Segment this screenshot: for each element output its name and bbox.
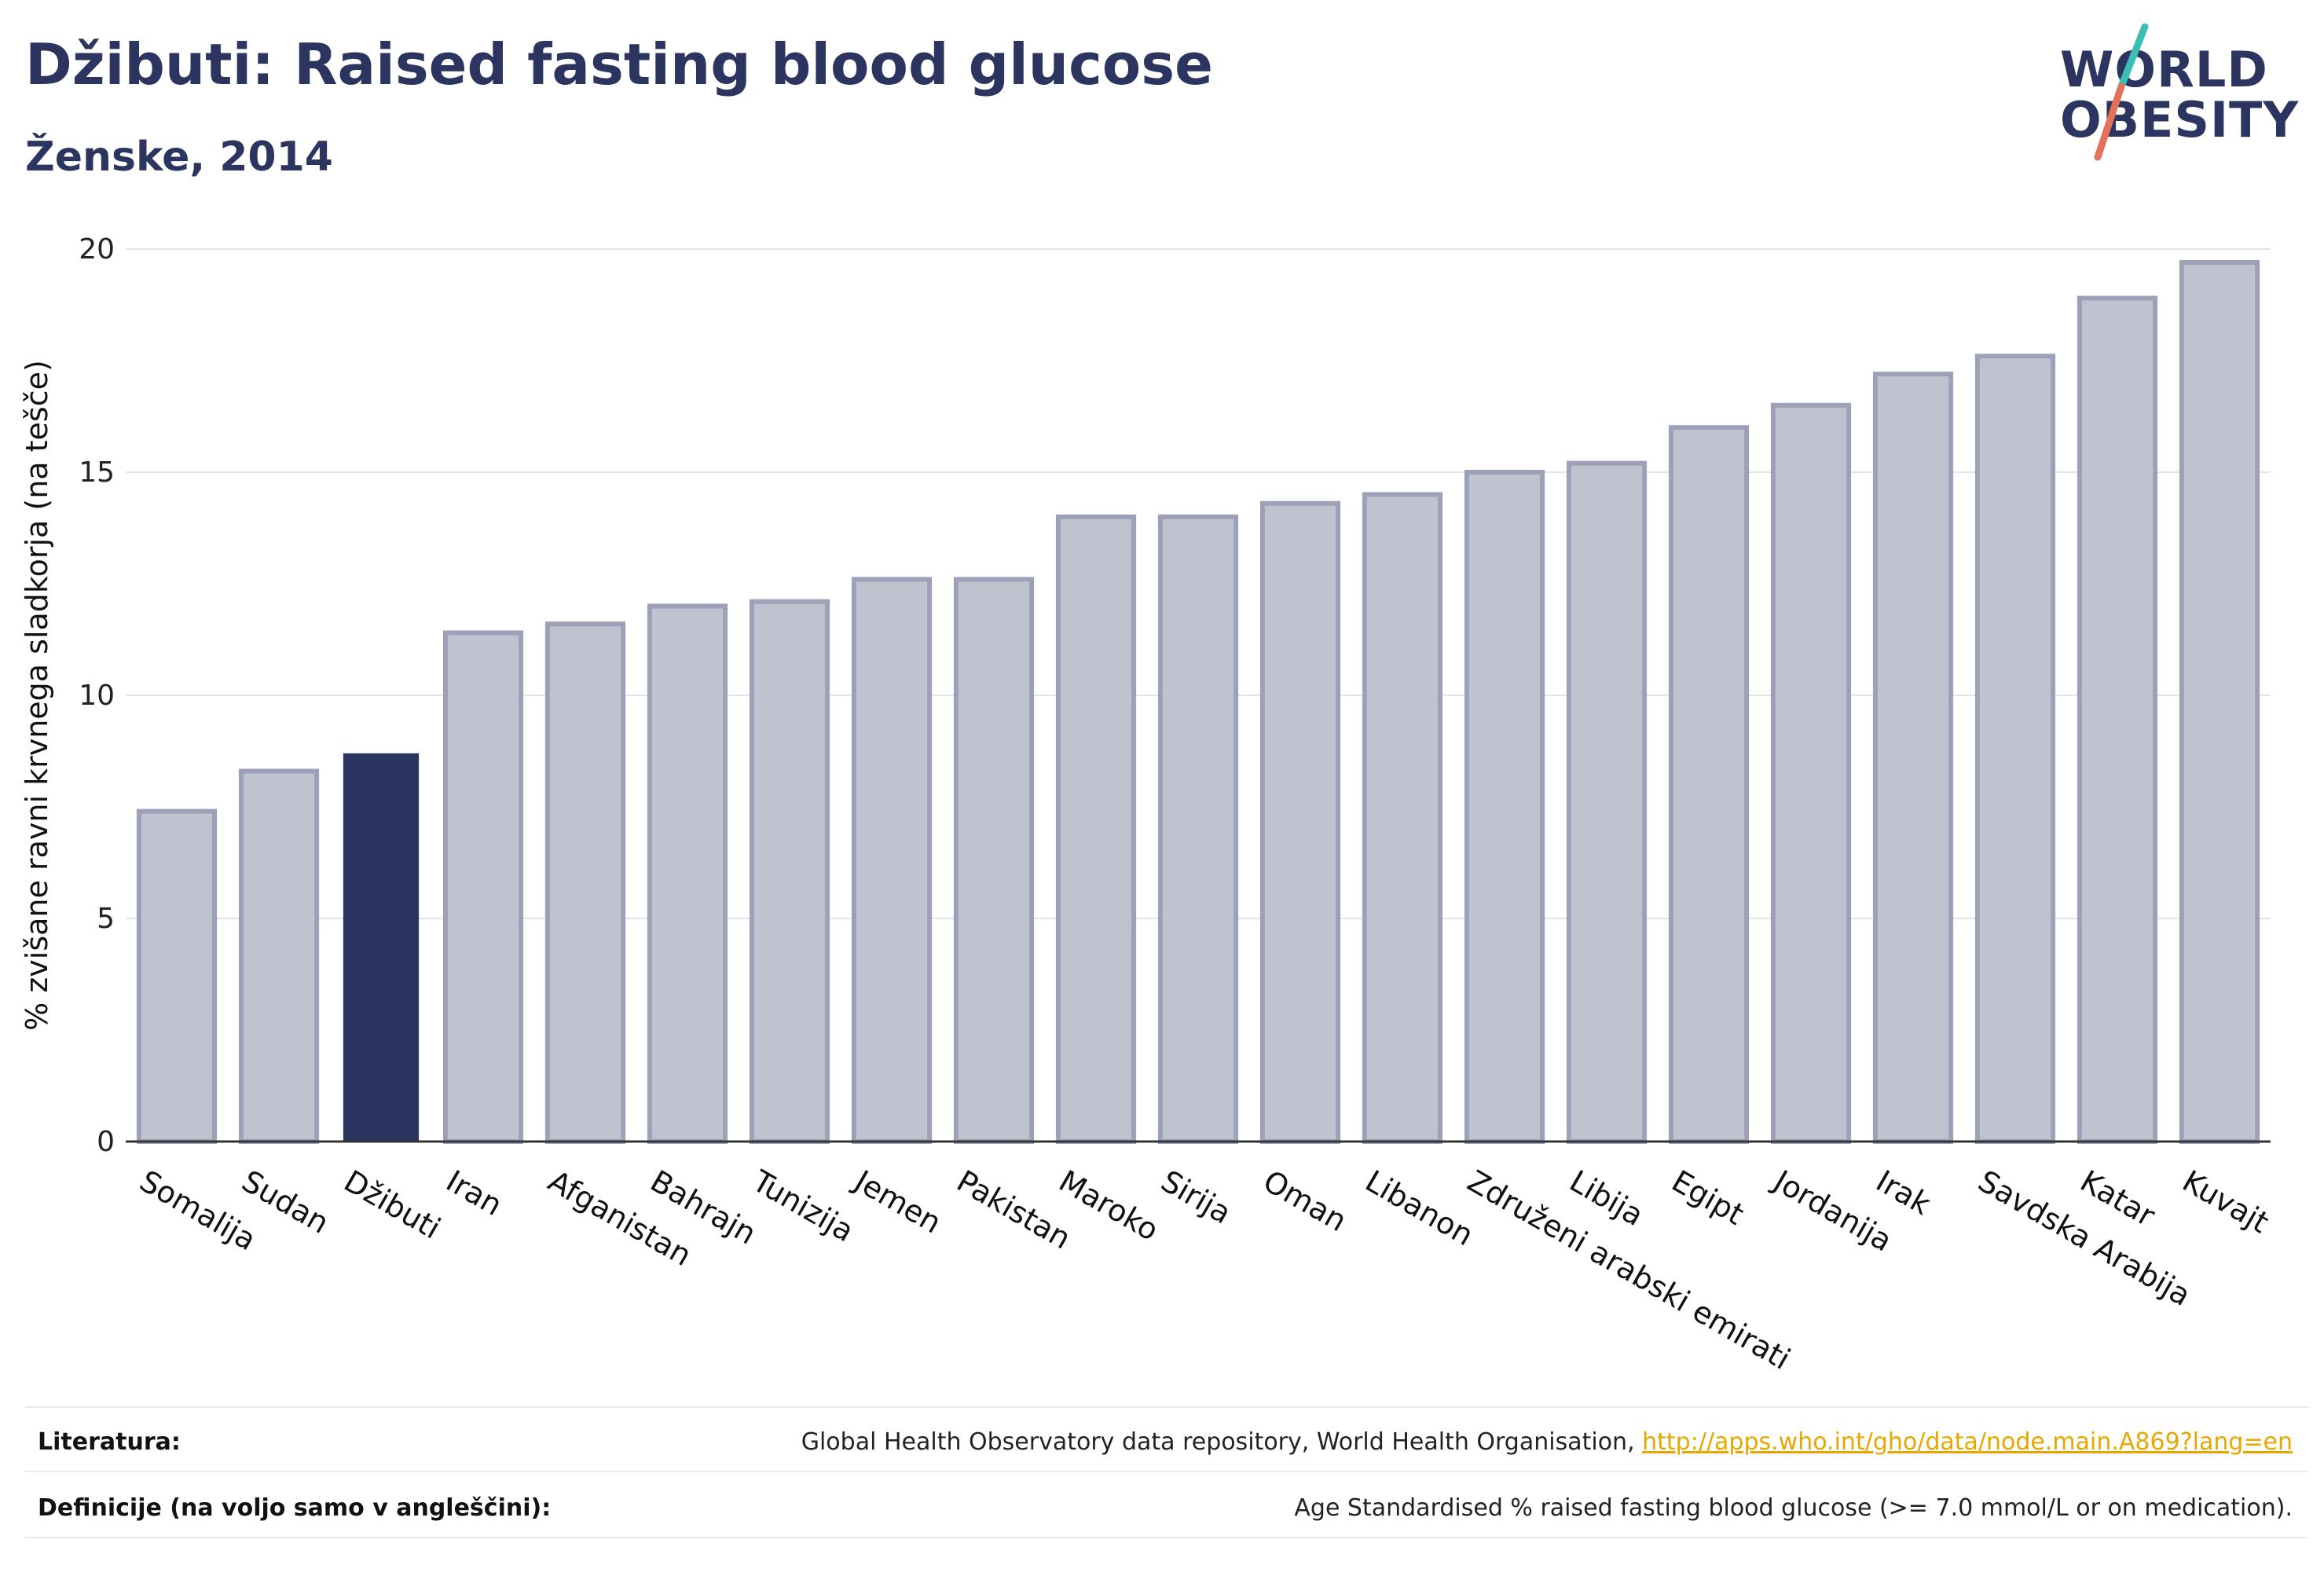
y-axis-title: % zvišane ravni krvnega sladkorja (na te…: [20, 360, 54, 1031]
x-tick-label: Jordanija: [1767, 1163, 1898, 1259]
bar-združeni-arabski-emirati[interactable]: [1464, 470, 1545, 1144]
y-tick-label: 0: [97, 1126, 115, 1158]
logo-word-world: WORLD: [2060, 41, 2268, 98]
bar-irak[interactable]: [1872, 372, 1954, 1145]
references-source: Global Health Observatory data repositor…: [801, 1428, 1643, 1456]
chart-title: Džibuti: Raised fasting blood glucose: [25, 31, 1213, 97]
definitions-text: Age Standardised % raised fasting blood …: [1294, 1494, 2293, 1522]
bar-džibuti[interactable]: [343, 753, 420, 1142]
bar-libanon[interactable]: [1362, 492, 1443, 1144]
x-tick-label: Somalija: [134, 1164, 262, 1257]
x-tick-label: Pakistan: [951, 1164, 1077, 1256]
logo-word-obesity: OBESITY: [2060, 91, 2300, 148]
logo-slash-icon: [2094, 24, 2149, 161]
bar-maroko[interactable]: [1055, 514, 1137, 1144]
bar-sudan[interactable]: [238, 768, 320, 1144]
bar-afganistan[interactable]: [544, 621, 626, 1144]
footer-divider: [25, 1471, 2308, 1472]
references-link[interactable]: http://apps.who.int/gho/data/node.main.A…: [1642, 1428, 2293, 1456]
bar-bahrajn[interactable]: [647, 603, 728, 1144]
bar-oman[interactable]: [1259, 500, 1341, 1144]
footer-divider: [25, 1406, 2308, 1408]
x-tick-label: Sirija: [1156, 1164, 1237, 1230]
bar-jemen[interactable]: [851, 577, 933, 1144]
y-tick-label: 5: [97, 903, 115, 935]
bar-savdska-arabija[interactable]: [1974, 354, 2056, 1144]
bar-katar[interactable]: [2077, 295, 2158, 1145]
x-tick-label: Kuvajt: [2177, 1164, 2275, 1240]
bars: [136, 260, 2260, 1145]
x-tick-label: Jemen: [848, 1163, 948, 1241]
bar-jordanija[interactable]: [1770, 402, 1852, 1144]
references-label: Literatura:: [38, 1428, 181, 1456]
chart-subtitle: Ženske, 2014: [25, 134, 333, 181]
footer-divider: [25, 1537, 2308, 1538]
bar-iran[interactable]: [442, 630, 524, 1144]
definitions-label: Definicije (na voljo samo v angleščini):: [38, 1494, 552, 1522]
x-tick-label: Oman: [1258, 1164, 1353, 1238]
x-tick-label: Libanon: [1360, 1164, 1479, 1252]
x-tick-label: Irak: [1871, 1164, 1937, 1222]
y-tick-label: 15: [79, 456, 115, 489]
y-tick-label: 10: [79, 680, 115, 712]
bar-tunizija[interactable]: [749, 599, 830, 1144]
y-tick-label: 20: [79, 233, 115, 266]
x-tick-label: Tunizija: [746, 1163, 860, 1248]
bar-sirija[interactable]: [1157, 514, 1239, 1144]
world-obesity-logo: WORLD OBESITY: [2051, 24, 2310, 165]
bar-egipt[interactable]: [1668, 425, 1750, 1144]
bar-kuvajt[interactable]: [2179, 260, 2260, 1144]
x-tick-label: Iran: [441, 1164, 508, 1222]
bar-somalija[interactable]: [136, 808, 218, 1144]
bar-libija[interactable]: [1566, 460, 1648, 1144]
x-tick-label: Džibuti: [339, 1164, 447, 1246]
bar-pakistan[interactable]: [953, 577, 1035, 1144]
references-text: Global Health Observatory data repositor…: [801, 1428, 2293, 1456]
x-tick-label: Egipt: [1666, 1164, 1750, 1232]
